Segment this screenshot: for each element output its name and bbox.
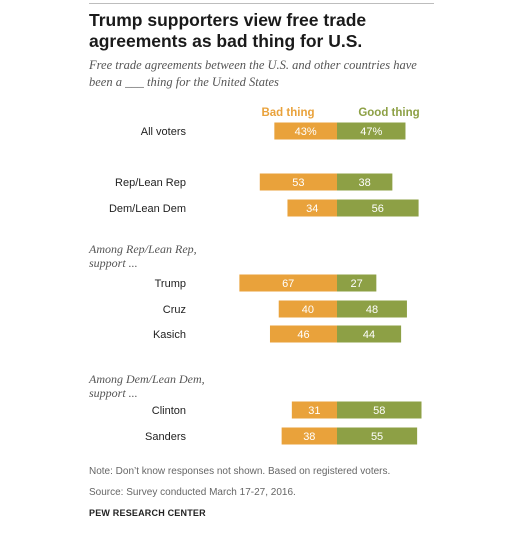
- bar-good-value: 58: [373, 405, 385, 417]
- bar-good: [337, 325, 402, 343]
- chart-note: Note: Don’t know responses not shown. Ba…: [89, 466, 391, 477]
- row-label: Clinton: [152, 405, 186, 417]
- bar-good-value: 56: [372, 203, 384, 215]
- row-label: Trump: [155, 278, 186, 290]
- bar-good-value: 47%: [360, 126, 382, 138]
- bar-bad-value: 46: [297, 329, 309, 341]
- row-label: Sanders: [145, 431, 186, 443]
- bar-bad-value: 67: [282, 278, 294, 290]
- bar-bad-value: 38: [303, 431, 315, 443]
- bar-good-value: 27: [351, 278, 363, 290]
- chart-source: Source: Survey conducted March 17-27, 20…: [89, 487, 296, 498]
- bar-bad-value: 43%: [295, 126, 317, 138]
- row-label: Dem/Lean Dem: [109, 203, 186, 215]
- bar-bad: [281, 427, 337, 445]
- row-label: Cruz: [163, 304, 186, 316]
- chart-subtitle: Free trade agreements between the U.S. a…: [89, 58, 417, 89]
- group-heading: Among Rep/Lean Rep, support ...: [88, 242, 197, 270]
- bar-good: [337, 274, 377, 292]
- bar-bad: [278, 300, 337, 318]
- bar-bad: [291, 401, 337, 419]
- chart-body: All voters 43% 47% Rep/Lean Rep 53 38 Dem/Lean…: [88, 122, 422, 445]
- row-label: Rep/Lean Rep: [115, 177, 186, 189]
- row-label: All voters: [141, 126, 187, 138]
- bar-bad: [239, 274, 337, 292]
- bar-good: [337, 122, 406, 140]
- legend-bad-label: Bad thing: [261, 107, 314, 119]
- legend-good-label: Good thing: [358, 107, 419, 119]
- group-heading: Among Dem/Lean Dem, support ...: [88, 372, 205, 400]
- bar-bad: [259, 173, 337, 191]
- bar-bad: [274, 122, 337, 140]
- bar-good-value: 38: [359, 177, 371, 189]
- bar-good-value: 44: [363, 329, 375, 341]
- bar-good-value: 48: [366, 304, 378, 316]
- row-label: Kasich: [153, 329, 186, 341]
- top-rule: [89, 3, 434, 4]
- bar-good: [337, 300, 407, 318]
- diverging-bar-chart: Bad thing Good thing All voters 43% 47% Rep…: [88, 107, 422, 445]
- chart-title: Trump supporters view free trade agreeme…: [89, 10, 367, 51]
- bar-bad-value: 31: [308, 405, 320, 417]
- bar-bad-value: 53: [292, 177, 304, 189]
- bar-good-value: 55: [371, 431, 383, 443]
- bar-good: [337, 173, 393, 191]
- bar-bad: [269, 325, 337, 343]
- brand-name: PEW RESEARCH CENTER: [89, 508, 206, 518]
- bar-bad: [287, 199, 337, 217]
- bar-good: [337, 401, 422, 419]
- bar-bad-value: 34: [306, 203, 318, 215]
- bar-bad-value: 40: [302, 304, 314, 316]
- bar-good: [337, 199, 419, 217]
- bar-good: [337, 427, 418, 445]
